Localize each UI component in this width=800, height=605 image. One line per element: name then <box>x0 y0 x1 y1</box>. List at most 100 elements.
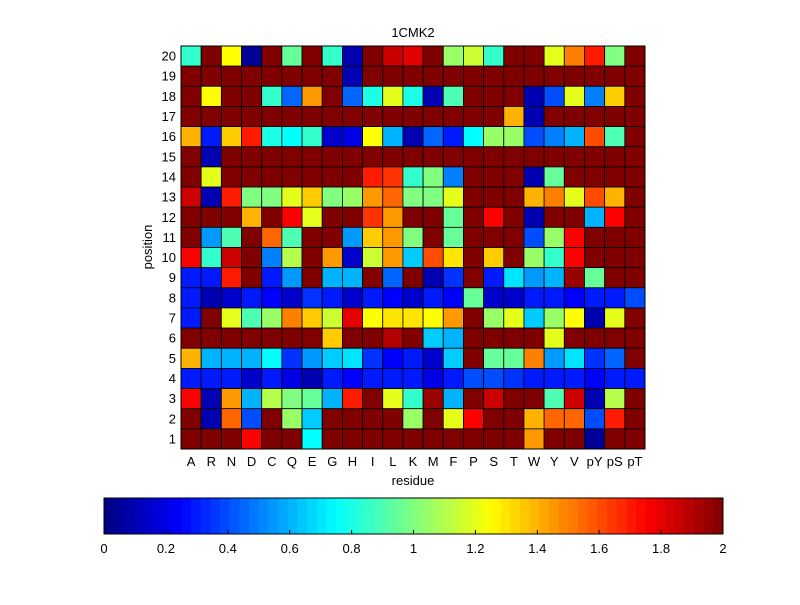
heatmap-cell <box>543 226 565 248</box>
heatmap-cell <box>422 327 444 349</box>
heatmap-cell <box>402 388 424 410</box>
heatmap-cell <box>220 85 242 107</box>
heatmap-cell <box>180 226 202 248</box>
heatmap-cell <box>281 106 303 127</box>
colorbar-segment <box>326 498 337 534</box>
heatmap-cell <box>442 408 464 430</box>
heatmap-cell <box>503 408 525 430</box>
colorbar-segment <box>200 498 211 534</box>
heatmap-cell <box>321 206 343 228</box>
x-tick-label: S <box>489 454 498 469</box>
heatmap-cell <box>483 186 505 208</box>
heatmap-cell <box>281 408 303 430</box>
heatmap-cell <box>543 45 565 67</box>
heatmap-cell <box>362 126 384 148</box>
heatmap-cell <box>503 226 525 248</box>
heatmap-cell <box>483 106 505 127</box>
heatmap-cell <box>382 347 404 369</box>
heatmap-cell <box>402 226 424 248</box>
heatmap-cell <box>200 307 222 329</box>
heatmap-cell <box>503 106 525 127</box>
heatmap-cell <box>241 126 263 148</box>
heatmap-cell <box>442 65 464 87</box>
heatmap-cell <box>261 106 283 127</box>
heatmap-cell <box>483 267 505 289</box>
heatmap-cell <box>584 106 606 127</box>
heatmap-cell <box>220 247 242 269</box>
heatmap-cell <box>584 45 606 67</box>
colorbar-segment <box>394 498 405 534</box>
heatmap-cell <box>422 65 444 87</box>
colorbar-segment <box>481 498 492 534</box>
heatmap-cell <box>503 367 525 389</box>
x-tick-label: Y <box>550 454 559 469</box>
x-tick-label: H <box>348 454 357 469</box>
heatmap-cell <box>604 367 626 389</box>
heatmap-cell <box>422 388 444 410</box>
heatmap-cell <box>563 226 585 248</box>
heatmap-cell <box>341 206 363 228</box>
y-tick-label: 18 <box>162 89 176 104</box>
heatmap-cell <box>624 388 646 410</box>
heatmap-cell <box>563 367 585 389</box>
heatmap-cell <box>402 267 424 289</box>
x-tick-label: T <box>510 454 518 469</box>
heatmap-cell <box>241 206 263 228</box>
heatmap-cell <box>180 85 202 107</box>
heatmap-cell <box>200 85 222 107</box>
heatmap-cell <box>624 166 646 188</box>
heatmap-cell <box>442 307 464 329</box>
heatmap-cell <box>180 106 202 127</box>
heatmap-cell <box>241 65 263 87</box>
heatmap-cell <box>281 126 303 148</box>
heatmap-cell <box>523 247 545 269</box>
heatmap-cell <box>180 65 202 87</box>
heatmap-cell <box>584 126 606 148</box>
y-tick-label: 11 <box>163 230 177 245</box>
heatmap-cell <box>180 367 202 389</box>
heatmap-cell <box>543 307 565 329</box>
heatmap-cell <box>200 186 222 208</box>
heatmap-cell <box>321 45 343 67</box>
x-tick-label: P <box>469 454 478 469</box>
heatmap-cell <box>321 307 343 329</box>
heatmap-cell <box>402 106 424 127</box>
heatmap-cell <box>301 146 323 168</box>
colorbar-tick-label: 0.6 <box>281 541 299 556</box>
heatmap-cell <box>422 186 444 208</box>
heatmap-cell <box>402 85 424 107</box>
heatmap-cell <box>402 65 424 87</box>
heatmap-cell <box>604 45 626 67</box>
heatmap-cell <box>281 206 303 228</box>
heatmap-cell <box>402 367 424 389</box>
colorbar-segment <box>113 498 124 534</box>
colorbar-tick-label: 1.8 <box>652 541 670 556</box>
colorbar-segment <box>548 498 559 534</box>
colorbar-segment <box>539 498 550 534</box>
heatmap-cell <box>483 226 505 248</box>
heatmap-cell <box>624 287 646 309</box>
heatmap-cell <box>200 206 222 228</box>
heatmap-cell <box>301 186 323 208</box>
heatmap-cell <box>463 166 485 188</box>
colorbar-segment <box>674 498 685 534</box>
heatmap-cell <box>200 65 222 87</box>
heatmap-cell <box>180 327 202 349</box>
heatmap-cell <box>220 408 242 430</box>
heatmap-cell <box>281 186 303 208</box>
heatmap-cell <box>362 45 384 67</box>
heatmap-cell <box>321 65 343 87</box>
heatmap-cell <box>563 65 585 87</box>
heatmap-cell <box>442 206 464 228</box>
heatmap-cell <box>463 146 485 168</box>
heatmap-cell <box>301 307 323 329</box>
heatmap-cell <box>281 367 303 389</box>
heatmap-cell <box>422 126 444 148</box>
heatmap-cell <box>341 367 363 389</box>
x-tick-label: L <box>389 454 396 469</box>
heatmap-cell <box>543 428 565 450</box>
colorbar-segment <box>210 498 221 534</box>
heatmap-cell <box>301 126 323 148</box>
colorbar-tick-label: 1 <box>410 541 417 556</box>
heatmap-cell <box>604 327 626 349</box>
